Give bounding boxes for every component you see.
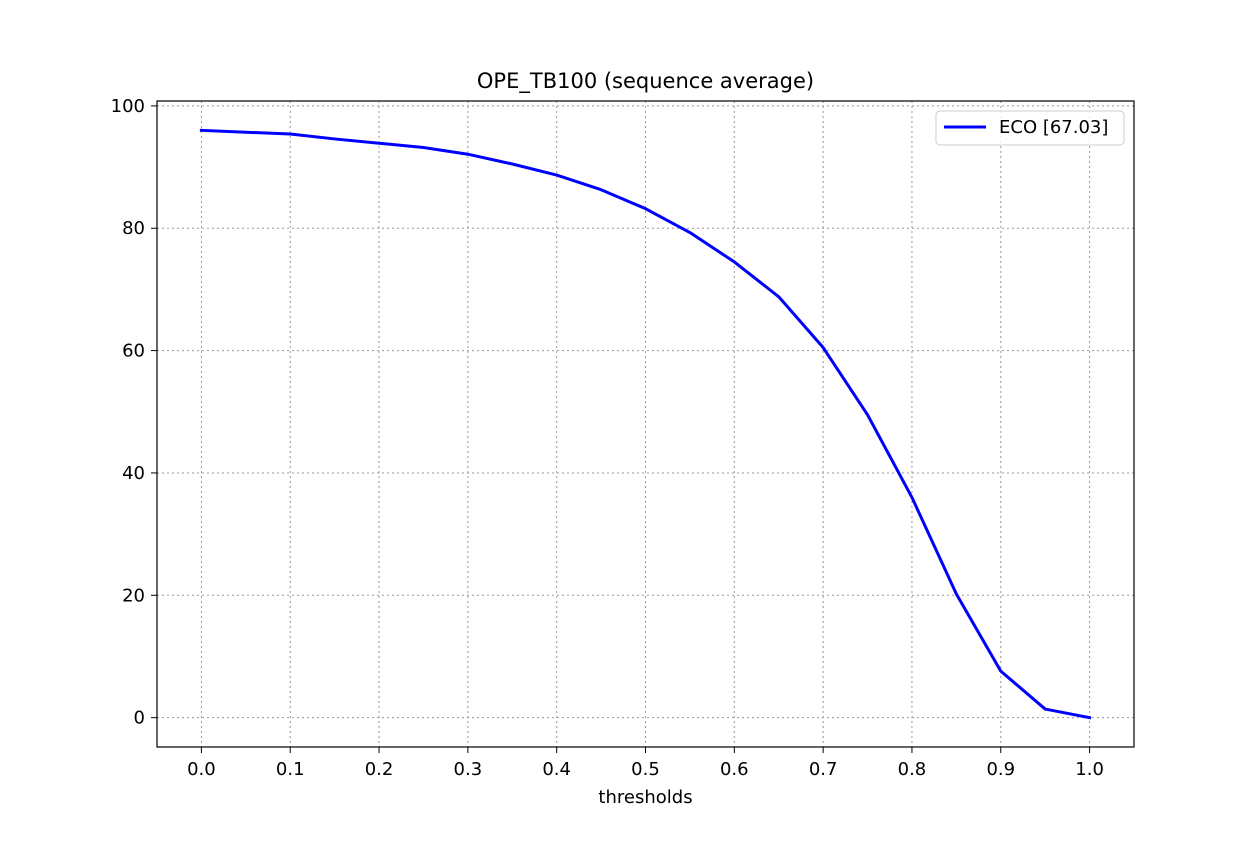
x-tick-label: 0.1 bbox=[276, 759, 305, 780]
y-axis-ticks: 0 20 40 60 80 100 bbox=[111, 96, 157, 729]
x-tick-label: 0.6 bbox=[720, 759, 749, 780]
x-axis-label: thresholds bbox=[598, 787, 692, 808]
legend-box bbox=[935, 110, 1125, 146]
x-tick-label: 0.3 bbox=[454, 759, 483, 780]
y-tick-label: 20 bbox=[122, 585, 145, 606]
series-line-eco bbox=[199, 128, 1092, 720]
y-tick-label: 40 bbox=[122, 463, 145, 484]
x-axis-ticks: 0.0 0.1 0.2 0.3 0.4 0.5 0.6 0.7 0.8 0.9 1.0 bbox=[187, 747, 1104, 780]
legend: ECO [67.03] bbox=[935, 110, 1125, 146]
chart-title: OPE_TB100 (sequence average) bbox=[477, 69, 814, 94]
legend-label: ECO [67.03] bbox=[999, 117, 1108, 138]
x-tick-label: 0.9 bbox=[986, 759, 1015, 780]
x-tick-label: 1.0 bbox=[1075, 759, 1104, 780]
x-tick-label: 0.0 bbox=[187, 759, 216, 780]
x-tick-label: 0.5 bbox=[631, 759, 660, 780]
y-tick-label: 0 bbox=[134, 708, 145, 729]
x-tick-label: 0.8 bbox=[898, 759, 927, 780]
y-tick-label: 80 bbox=[122, 218, 145, 239]
y-tick-label: 60 bbox=[122, 341, 145, 362]
x-tick-label: 0.2 bbox=[365, 759, 394, 780]
series-layer bbox=[199, 128, 1092, 720]
x-tick-label: 0.4 bbox=[542, 759, 571, 780]
y-tick-label: 100 bbox=[111, 96, 145, 117]
x-tick-label: 0.7 bbox=[809, 759, 838, 780]
